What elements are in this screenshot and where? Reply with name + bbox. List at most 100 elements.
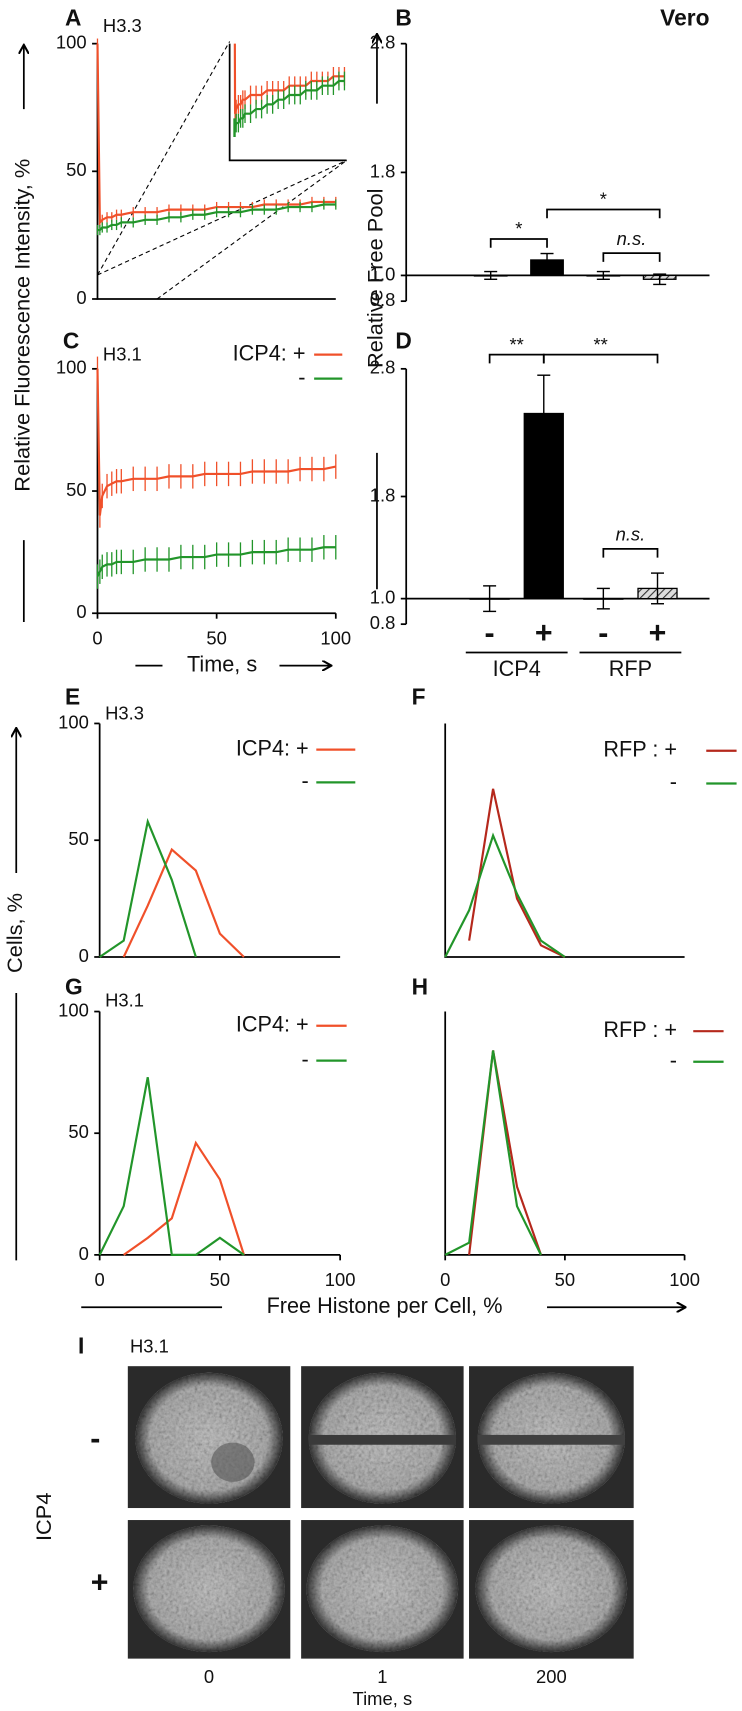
y-tick-label: 100	[58, 999, 89, 1020]
panel-letter: I	[78, 1333, 84, 1359]
nucleolus	[211, 1442, 255, 1482]
y-tick-label: 2.8	[370, 357, 396, 378]
y-tick-label: 50	[68, 828, 88, 849]
significance-bracket	[542, 353, 659, 364]
y-tick-label: 0.8	[370, 612, 396, 633]
significance-bracket	[488, 353, 545, 364]
x-tick-label: +	[649, 616, 667, 650]
y-tick-label: 0	[76, 287, 86, 308]
significance-label: *	[600, 189, 607, 210]
x-axis-label: Time, s	[187, 651, 257, 676]
legend-label: -	[670, 769, 677, 794]
y-tick-label: 1.8	[370, 160, 396, 181]
group-label: RFP	[609, 656, 652, 681]
x-tick-label: 100	[325, 1269, 356, 1290]
nucleus	[475, 1525, 628, 1653]
legend-label: -	[301, 1046, 308, 1071]
series-line	[99, 817, 197, 958]
y-tick-label: 0	[79, 945, 89, 966]
x-tick-label: -	[485, 616, 495, 650]
y-tick-label: 0.8	[370, 289, 396, 310]
y-axis-label: Relative Fluorescence Intensity, %	[10, 159, 35, 492]
inset-axes	[228, 43, 347, 162]
x-tick-label: 0	[440, 1269, 450, 1290]
x-tick-label: 50	[210, 1269, 230, 1290]
chart-title: H3.3	[105, 703, 144, 724]
y-tick-label: 1.8	[370, 484, 396, 505]
panel-letter: B	[395, 5, 411, 31]
y-tick-label: 100	[56, 357, 87, 378]
panel-letter: H	[412, 974, 428, 1000]
series-line	[96, 43, 336, 226]
y-tick-label: 2.8	[370, 31, 396, 52]
y-tick-label: 50	[66, 159, 86, 180]
x-axis-label: Free Histone per Cell, %	[267, 1293, 503, 1318]
legend-label: -	[670, 1047, 677, 1072]
series-line	[468, 788, 566, 958]
significance-label: n.s.	[617, 228, 647, 249]
y-tick-label: 50	[68, 1121, 88, 1142]
y-tick-label: 0	[79, 1243, 89, 1264]
significance-bracket	[546, 208, 661, 219]
x-tick-label: 50	[206, 627, 226, 648]
micrographs	[127, 1366, 634, 1659]
panel-letter: F	[412, 683, 426, 709]
x-axis-label: Time, s	[353, 1688, 413, 1709]
legend-label: -	[301, 768, 308, 793]
series-line	[123, 1140, 245, 1256]
legend-label: ICP4: +	[233, 340, 306, 365]
x-tick-label: 100	[669, 1269, 700, 1290]
significance-label: **	[593, 334, 607, 355]
legend-label: -	[298, 364, 305, 389]
panel-letter: A	[65, 5, 81, 31]
axes	[444, 1011, 685, 1256]
significance-bracket	[489, 238, 548, 248]
nucleus	[135, 1372, 283, 1504]
series-line	[96, 368, 337, 516]
zoom-guide	[97, 41, 231, 276]
y-tick-label: 1.0	[370, 586, 396, 607]
series-line	[122, 847, 245, 958]
inset	[233, 43, 346, 138]
x-tick-label: 0	[92, 627, 102, 648]
series-line	[98, 1077, 245, 1256]
chart-title: H3.1	[103, 344, 142, 365]
y-tick-label: 0	[76, 601, 86, 622]
x-tick-label: +	[535, 616, 553, 650]
bleach-band	[477, 1434, 626, 1445]
row-label: -	[90, 1421, 100, 1455]
y-tick-label: 50	[66, 479, 86, 500]
significance-bracket	[602, 252, 661, 262]
y-axis-label: Relative Free Pool	[363, 189, 388, 368]
panel-letter: D	[395, 328, 411, 354]
zoom-guide	[156, 159, 347, 300]
legend-label: RFP : +	[603, 736, 677, 761]
significance-label: n.s.	[616, 524, 646, 545]
y-tick-label: 100	[58, 711, 89, 732]
group-label: ICP4	[493, 656, 541, 681]
legend-label: ICP4: +	[236, 735, 309, 760]
panel-title: H3.1	[130, 1335, 169, 1356]
significance-bracket	[602, 548, 659, 558]
panel-i: I H3.1 - + ICP4 0 1 200 Time, s	[31, 1333, 634, 1709]
nucleus	[306, 1525, 459, 1653]
significance-label: *	[515, 218, 522, 239]
row-axis-label: ICP4	[31, 1493, 56, 1542]
series-line	[444, 1050, 542, 1256]
legend-label: ICP4: +	[236, 1011, 309, 1036]
chart-title: H3.1	[105, 990, 144, 1011]
zoom-guide	[97, 159, 347, 276]
x-tick-label: 100	[320, 627, 351, 648]
series-line	[444, 832, 566, 958]
column-label: 1	[377, 1666, 387, 1687]
nucleus	[133, 1525, 285, 1653]
panel-letter: G	[65, 974, 83, 1000]
x-tick-label: 50	[555, 1269, 575, 1290]
y-tick-label: 100	[56, 31, 87, 52]
chart-title: Vero	[660, 5, 709, 31]
y-axis-label: Cells, %	[2, 893, 27, 973]
x-tick-label: 0	[95, 1269, 105, 1290]
column-label: 200	[536, 1666, 567, 1687]
significance-label: **	[510, 334, 524, 355]
